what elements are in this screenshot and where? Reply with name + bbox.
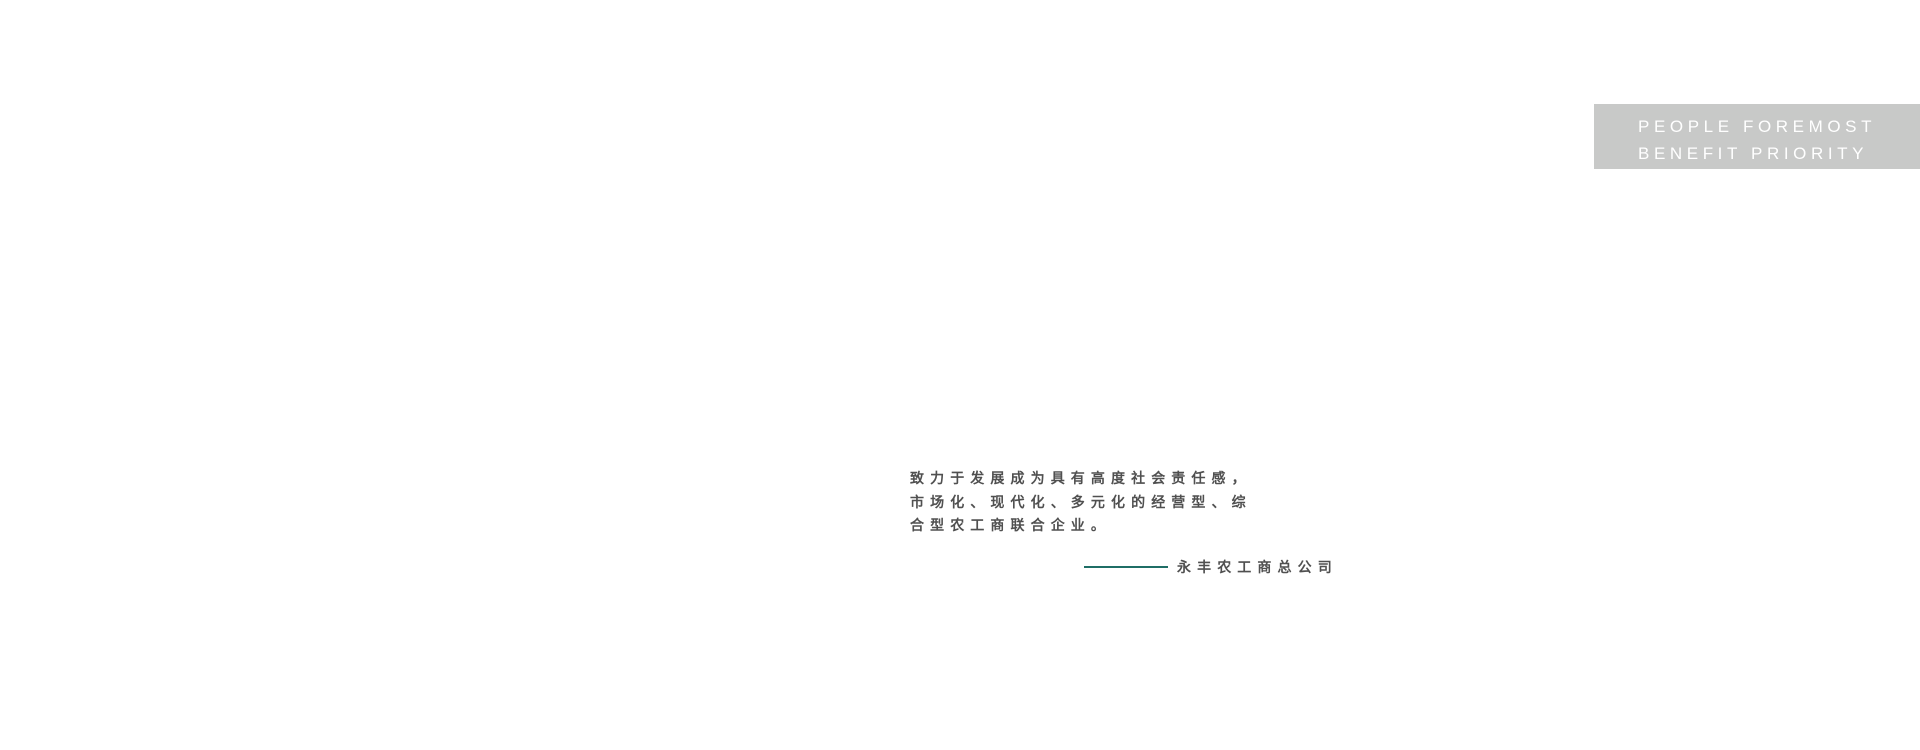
motto-line-1: PEOPLE FOREMOST xyxy=(1638,117,1877,136)
mission-line-1: 致力于发展成为具有高度社会责任感， xyxy=(910,471,1252,487)
mission-line-3: 合型农工商联合企业。 xyxy=(910,518,1111,534)
mission-statement: 致力于发展成为具有高度社会责任感， 市场化、现代化、多元化的经营型、综 合型农工… xyxy=(910,468,1252,539)
motto-line-2: BENEFIT PRIORITY xyxy=(1638,144,1869,163)
signature: 永丰农工商总公司 xyxy=(1084,557,1338,577)
motto-badge: PEOPLE FOREMOST BENEFIT PRIORITY xyxy=(1594,104,1920,169)
signature-divider xyxy=(1084,566,1168,568)
mission-line-2: 市场化、现代化、多元化的经营型、综 xyxy=(910,494,1252,511)
company-name: 永丰农工商总公司 xyxy=(1177,560,1338,576)
